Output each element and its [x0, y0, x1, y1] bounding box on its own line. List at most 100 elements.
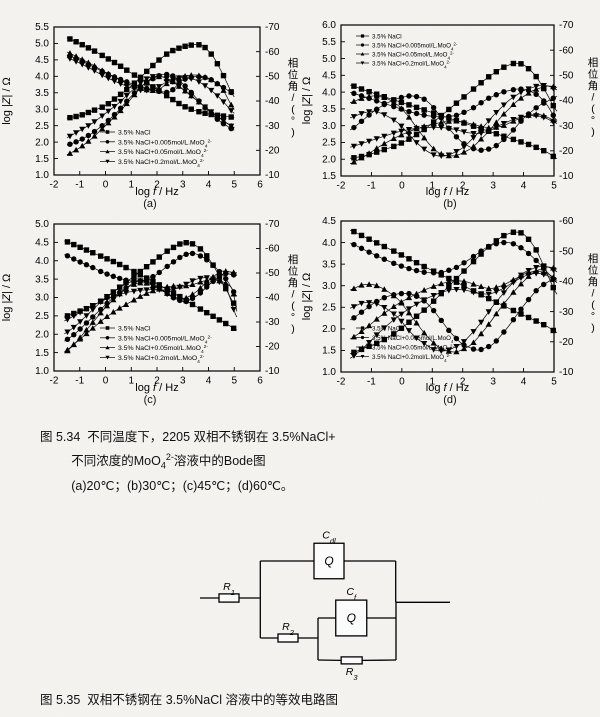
svg-text:4.0: 4.0 [35, 72, 49, 83]
svg-text:-40: -40 [265, 293, 280, 304]
svg-text:-10: -10 [265, 366, 280, 377]
svg-text:3.5% NaCl+0.05mol/L.MoO42-: 3.5% NaCl+0.05mol/L.MoO42- [372, 50, 454, 60]
svg-text:3.5% NaCl+0.2mol/L.MoO42-: 3.5% NaCl+0.2mol/L.MoO42- [118, 158, 205, 169]
svg-text:角: 角 [288, 277, 299, 289]
svg-text:位: 位 [288, 265, 299, 278]
svg-text:2.0: 2.0 [322, 154, 336, 165]
svg-text:3.5% NaCl: 3.5% NaCl [118, 130, 151, 137]
svg-text:-2: -2 [337, 181, 346, 192]
svg-text:5: 5 [551, 377, 557, 388]
svg-text:3.5: 3.5 [322, 259, 336, 270]
svg-text:4: 4 [521, 181, 527, 192]
svg-text:-60: -60 [265, 47, 280, 58]
svg-text:位: 位 [588, 68, 599, 81]
svg-text:/: / [592, 92, 595, 104]
svg-text:4.5: 4.5 [322, 71, 336, 82]
svg-text:(: ( [291, 104, 295, 116]
svg-text:2.5: 2.5 [35, 311, 49, 322]
svg-text:-20: -20 [559, 337, 574, 348]
svg-text:-30: -30 [265, 121, 280, 132]
svg-text:2.5: 2.5 [35, 121, 49, 132]
svg-text:3.5% NaCl+0.005mol/L.MoO42-: 3.5% NaCl+0.005mol/L.MoO42- [372, 41, 458, 51]
svg-text:3.0: 3.0 [322, 121, 336, 132]
svg-text:-40: -40 [559, 96, 574, 107]
svg-text:相: 相 [288, 253, 299, 266]
svg-text:5.0: 5.0 [35, 219, 49, 230]
svg-text:6: 6 [257, 180, 263, 191]
svg-text:-10: -10 [559, 367, 574, 378]
svg-text:3.5% NaCl+0.005mol/L.MoO42-: 3.5% NaCl+0.005mol/L.MoO42- [372, 334, 458, 344]
svg-text:-40: -40 [265, 96, 280, 107]
svg-text:Cf: Cf [346, 586, 357, 602]
svg-text:3.5% NaCl+0.05mol/L.MoO42-: 3.5% NaCl+0.05mol/L.MoO42- [118, 148, 208, 159]
svg-text:1.5: 1.5 [322, 171, 336, 182]
svg-text:-50: -50 [265, 72, 280, 83]
svg-text:3.0: 3.0 [35, 293, 49, 304]
svg-text:-1: -1 [367, 181, 376, 192]
svg-text:3.5: 3.5 [35, 274, 49, 285]
svg-text:-40: -40 [559, 277, 574, 288]
svg-text:-2: -2 [337, 377, 346, 388]
svg-text:(: ( [291, 300, 295, 312]
svg-text:3.5% NaCl+0.005mol/L.MoO42-: 3.5% NaCl+0.005mol/L.MoO42- [118, 334, 212, 345]
svg-text:): ) [591, 126, 595, 138]
svg-text:3.5: 3.5 [35, 88, 49, 99]
svg-text:3.5% NaCl: 3.5% NaCl [372, 326, 402, 333]
svg-text:-20: -20 [265, 146, 280, 157]
svg-text:3.0: 3.0 [35, 104, 49, 115]
svg-text:1.0: 1.0 [35, 366, 49, 377]
svg-text:2.0: 2.0 [35, 137, 49, 148]
svg-text:R3: R3 [346, 666, 359, 680]
svg-text:log |Z| / Ω: log |Z| / Ω [1, 77, 13, 125]
svg-text:5.5: 5.5 [35, 22, 49, 33]
svg-text:°: ° [291, 115, 295, 127]
svg-text:5.5: 5.5 [322, 37, 336, 48]
svg-text:4.5: 4.5 [35, 238, 49, 249]
svg-text:-70: -70 [265, 22, 280, 33]
svg-text:6.0: 6.0 [322, 20, 336, 31]
svg-text:相: 相 [588, 252, 599, 265]
svg-text:-70: -70 [559, 20, 574, 31]
svg-text:1.0: 1.0 [322, 367, 336, 378]
svg-text:/: / [292, 92, 295, 104]
svg-text:4.0: 4.0 [322, 238, 336, 249]
svg-text:-60: -60 [559, 45, 574, 56]
svg-text:Q: Q [347, 611, 356, 625]
svg-text:-2: -2 [50, 180, 59, 191]
svg-text:log |Z| / Ω: log |Z| / Ω [301, 273, 313, 321]
svg-text:位: 位 [288, 68, 299, 81]
svg-text:0: 0 [103, 376, 109, 387]
svg-text:-30: -30 [559, 121, 574, 132]
svg-text:6: 6 [257, 376, 263, 387]
svg-text:5: 5 [231, 376, 237, 387]
svg-text:-50: -50 [559, 71, 574, 82]
svg-text:3.0: 3.0 [322, 281, 336, 292]
svg-text:-30: -30 [265, 317, 280, 328]
svg-text:log f / Hz: log f / Hz [135, 186, 178, 198]
svg-text:2.0: 2.0 [35, 329, 49, 340]
svg-text:3.5% NaCl+0.2mol/L.MoO42-: 3.5% NaCl+0.2mol/L.MoO42- [372, 59, 451, 69]
svg-text:/: / [292, 289, 295, 301]
svg-text:(: ( [591, 103, 595, 115]
svg-text:位: 位 [588, 264, 599, 277]
svg-text:°: ° [291, 312, 295, 324]
svg-text:0: 0 [399, 181, 405, 192]
svg-text:-50: -50 [559, 246, 574, 257]
svg-text:3: 3 [490, 377, 496, 388]
svg-text:4: 4 [206, 376, 212, 387]
svg-text:(: ( [591, 299, 595, 311]
svg-text:-20: -20 [265, 342, 280, 353]
svg-text:4.0: 4.0 [322, 87, 336, 98]
svg-text:°: ° [591, 115, 595, 127]
svg-text:): ) [291, 323, 295, 335]
svg-text:2.0: 2.0 [322, 324, 336, 335]
svg-text:3.5% NaCl+0.05mol/L.MoO42-: 3.5% NaCl+0.05mol/L.MoO42- [118, 344, 208, 355]
svg-text:相: 相 [588, 56, 599, 69]
svg-text:0: 0 [103, 180, 109, 191]
svg-text:-1: -1 [75, 376, 84, 387]
svg-text:3.5% NaCl+0.005mol/L.MoO42-: 3.5% NaCl+0.005mol/L.MoO42- [118, 138, 212, 149]
svg-text:log f / Hz: log f / Hz [426, 186, 469, 198]
svg-text:-10: -10 [265, 170, 280, 181]
svg-text:3: 3 [490, 181, 496, 192]
svg-text:2.5: 2.5 [322, 302, 336, 313]
